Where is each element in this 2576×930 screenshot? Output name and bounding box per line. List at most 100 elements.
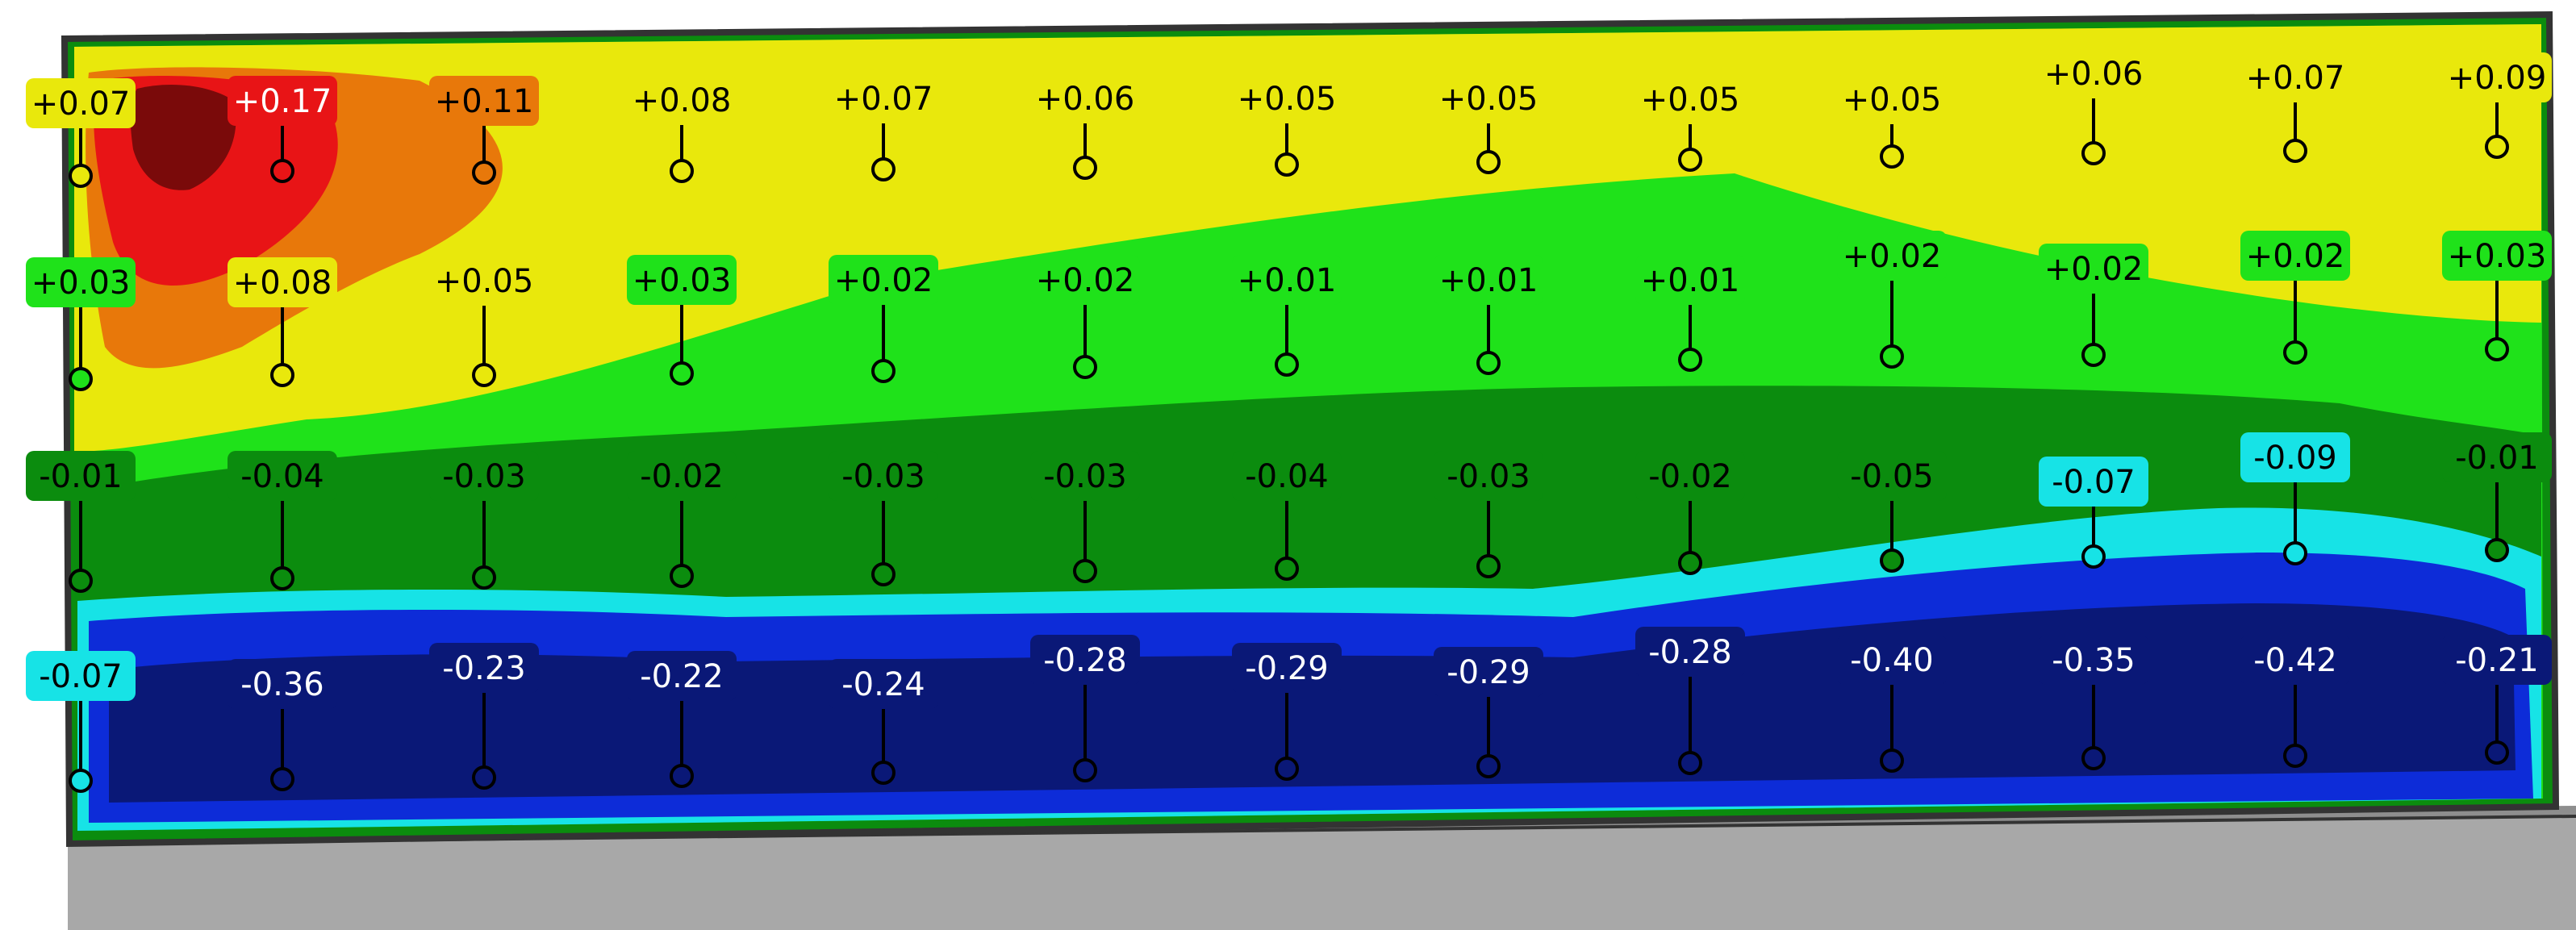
value-label: -0.09	[2240, 432, 2350, 482]
value-label: +0.06	[1030, 73, 1140, 123]
value-label-text: +0.01	[1238, 262, 1337, 299]
value-label-text: -0.28	[1043, 642, 1127, 679]
value-label-text: +0.17	[233, 83, 332, 120]
value-label-text: +0.07	[31, 85, 131, 123]
value-label: -0.22	[627, 651, 737, 701]
value-label: +0.02	[1837, 231, 1947, 281]
value-label-text: +0.09	[2448, 60, 2547, 97]
value-label-box	[26, 451, 136, 501]
value-label-text: +0.02	[2246, 238, 2345, 275]
value-label-text: +0.11	[435, 83, 534, 120]
measurement-point	[2485, 337, 2509, 361]
measurement-point	[270, 363, 294, 387]
value-label: +0.05	[1635, 74, 1745, 124]
value-label: -0.03	[1434, 451, 1543, 501]
value-label-text: -0.36	[240, 666, 324, 703]
value-label: +0.01	[1232, 255, 1342, 305]
value-label-text: +0.05	[1843, 81, 1942, 119]
measurement-point	[2485, 538, 2509, 562]
value-label-box	[2240, 432, 2350, 482]
measurement-point	[1880, 749, 1904, 773]
value-label-text: -0.21	[2455, 642, 2539, 679]
measurement-point	[1678, 348, 1702, 372]
value-label-text: +0.08	[233, 265, 332, 302]
measurement-point	[2081, 343, 2106, 367]
value-label: +0.08	[228, 257, 337, 307]
value-label-box	[1232, 451, 1342, 501]
value-label: +0.03	[627, 255, 737, 305]
value-label: -0.36	[228, 659, 337, 709]
value-label: -0.28	[1635, 627, 1745, 677]
measurement-point	[670, 361, 694, 386]
measurement-point	[871, 359, 896, 383]
value-label-text: -0.07	[39, 658, 123, 695]
measurement-point	[2485, 740, 2509, 765]
value-label: +0.03	[2442, 231, 2552, 281]
value-label-text: +0.05	[435, 263, 534, 300]
value-label: +0.02	[1030, 255, 1140, 305]
value-label: -0.01	[26, 451, 136, 501]
measurement-point	[2081, 141, 2106, 165]
value-label-box	[2240, 635, 2350, 685]
value-label-box	[1030, 635, 1140, 685]
value-label: +0.05	[1434, 73, 1543, 123]
value-label-text: -0.02	[640, 458, 724, 495]
measurement-point	[1275, 557, 1299, 581]
value-label: +0.07	[2240, 52, 2350, 102]
value-label: +0.11	[429, 76, 539, 126]
value-label: +0.03	[26, 257, 136, 307]
value-label-text: -0.01	[39, 458, 123, 495]
measurement-point	[69, 367, 93, 391]
value-label-box	[228, 76, 337, 126]
value-label: -0.03	[1030, 451, 1140, 501]
value-label: -0.05	[1837, 451, 1947, 501]
value-label: +0.01	[1434, 255, 1543, 305]
value-label-text: +0.07	[2246, 60, 2345, 97]
value-label-text: -0.23	[442, 650, 526, 687]
value-label-text: -0.29	[1245, 650, 1329, 687]
value-label-box	[2039, 457, 2148, 507]
measurement-point	[871, 157, 896, 181]
value-label-text: +0.02	[2044, 251, 2144, 288]
value-label: -0.24	[829, 659, 938, 709]
value-label-text: +0.02	[1036, 262, 1135, 299]
measurement-point	[69, 569, 93, 593]
value-label-text: +0.05	[1641, 81, 1740, 119]
value-label-text: -0.03	[442, 458, 526, 495]
value-label: -0.07	[2039, 457, 2148, 507]
value-label-box	[429, 76, 539, 126]
value-label-text: -0.05	[1850, 458, 1934, 495]
measurement-point	[1476, 754, 1501, 778]
value-label-box	[1232, 255, 1342, 305]
measurement-point	[1880, 548, 1904, 573]
value-label-box	[1837, 74, 1947, 124]
measurement-point	[1678, 751, 1702, 775]
contour-bands	[74, 24, 2543, 831]
value-label-text: +0.01	[1641, 262, 1740, 299]
value-label: -0.02	[1635, 451, 1745, 501]
value-label-text: -0.28	[1648, 634, 1732, 671]
value-label: -0.29	[1232, 643, 1342, 693]
value-label-box	[1030, 73, 1140, 123]
value-label: +0.05	[1232, 73, 1342, 123]
value-label: -0.03	[429, 451, 539, 501]
value-label: -0.07	[26, 651, 136, 701]
value-label-text: +0.07	[834, 81, 933, 118]
value-label-box	[627, 651, 737, 701]
value-label-text: +0.06	[1036, 81, 1135, 118]
value-label-box	[26, 651, 136, 701]
value-label: +0.01	[1635, 255, 1745, 305]
measurement-point	[270, 566, 294, 590]
value-label-box	[1030, 255, 1140, 305]
value-label-box	[1434, 647, 1543, 697]
value-label-box	[1434, 255, 1543, 305]
value-label-box	[2442, 635, 2552, 685]
value-label: +0.02	[2240, 231, 2350, 281]
value-label-text: -0.35	[2052, 642, 2136, 679]
value-label-text: -0.29	[1447, 654, 1530, 691]
value-label-box	[2039, 635, 2148, 685]
measurement-point	[2283, 541, 2307, 565]
value-label-box	[1030, 451, 1140, 501]
value-label-text: -0.42	[2253, 642, 2337, 679]
value-label-box	[829, 73, 938, 123]
